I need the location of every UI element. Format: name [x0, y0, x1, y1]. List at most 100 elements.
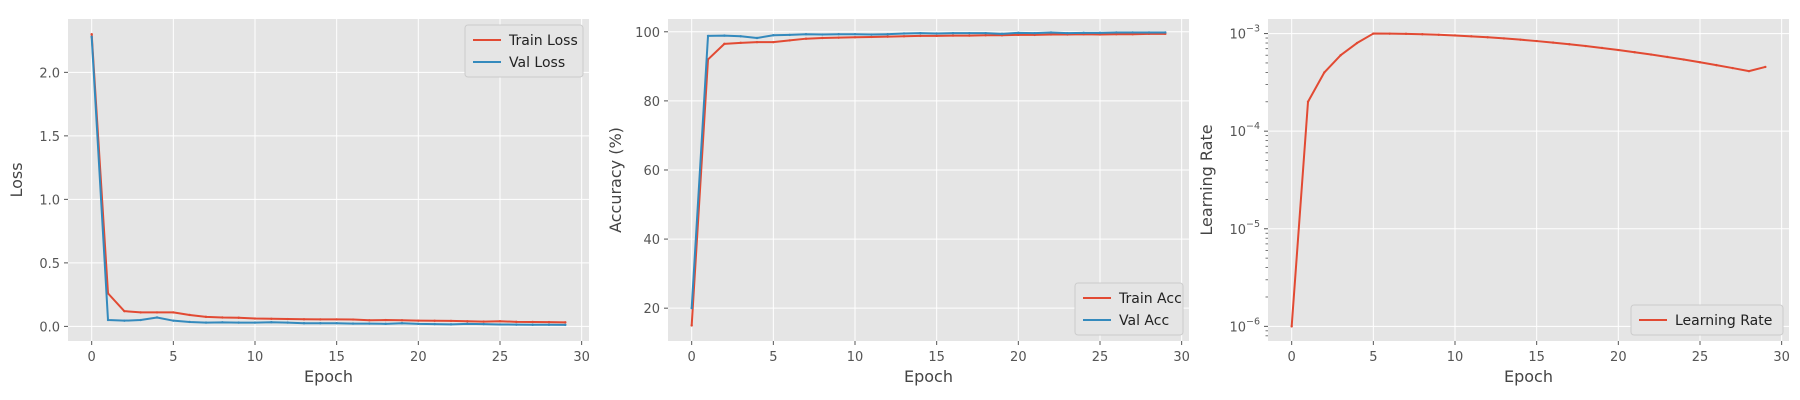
data-point	[466, 320, 469, 323]
data-point	[466, 322, 469, 326]
legend-label: Val Loss	[509, 55, 565, 71]
data-point	[1453, 34, 1457, 37]
data-point	[1388, 32, 1391, 35]
data-point	[1551, 41, 1555, 44]
data-point	[968, 31, 971, 35]
x-tick-label: 20	[410, 350, 427, 365]
x-axis-label: Epoch	[1504, 367, 1553, 386]
data-point	[690, 306, 693, 310]
data-point	[1033, 31, 1036, 35]
data-point	[1082, 31, 1085, 35]
series-val-acc	[690, 31, 1167, 310]
data-point	[1164, 31, 1167, 34]
y-tick-label: 0.0	[39, 320, 60, 335]
data-point	[919, 31, 922, 35]
chart-1: 0 5 10 15 20 25 30 0.0 0.5 1.0 1.5 2.0 Epoch Loss Trai…	[7, 19, 590, 386]
data-point	[902, 35, 906, 38]
y-tick-label: 10−3	[1229, 24, 1260, 43]
chart-2: 0 5 10 15 20 25 30 20 40 60 80 100 Epoch Accuracy (%)…	[606, 19, 1190, 386]
data-point	[1682, 58, 1685, 61]
data-point	[498, 323, 502, 326]
series-line	[1290, 32, 1766, 327]
series-train-acc	[690, 32, 1167, 327]
data-point	[351, 318, 355, 321]
y-tick-label: 10−6	[1229, 316, 1260, 335]
plot-area	[1268, 19, 1789, 341]
data-point	[449, 323, 453, 326]
data-point	[123, 309, 126, 313]
data-point	[433, 319, 436, 323]
data-point	[384, 322, 387, 326]
data-point	[449, 319, 453, 323]
x-tick-label: 20	[1610, 350, 1627, 365]
legend-box	[1630, 304, 1784, 336]
legend-label: Train Loss	[508, 33, 578, 49]
data-point	[951, 34, 955, 37]
legend-label: Learning Rate	[1675, 313, 1772, 329]
data-point	[1747, 69, 1751, 73]
data-point	[335, 318, 338, 321]
series-line	[90, 36, 566, 326]
y-tick-label: 10−4	[1229, 121, 1260, 140]
data-point	[221, 321, 224, 324]
data-point	[1115, 33, 1118, 36]
y-tick-label: 40	[643, 233, 660, 248]
x-tick-label: 0	[688, 350, 696, 365]
data-point	[1017, 31, 1020, 35]
data-point	[1372, 32, 1375, 35]
data-point	[853, 33, 857, 36]
x-tick-label: 5	[769, 350, 777, 365]
data-point	[1355, 41, 1359, 45]
data-point	[172, 319, 175, 322]
data-point	[1290, 325, 1293, 328]
x-tick-label: 0	[1288, 350, 1296, 365]
data-point	[902, 32, 906, 35]
data-point	[1649, 53, 1653, 56]
x-tick-label: 30	[1773, 350, 1790, 365]
data-point	[1033, 33, 1036, 37]
x-tick-label: 25	[492, 350, 509, 365]
x-axis-label: Epoch	[904, 367, 953, 386]
data-point	[706, 34, 710, 38]
data-point	[788, 39, 791, 42]
data-point	[1131, 31, 1134, 34]
data-point	[1715, 63, 1718, 67]
series-train-loss	[90, 33, 567, 324]
data-point	[1617, 48, 1620, 52]
x-tick-label: 25	[1092, 350, 1109, 365]
x-tick-label: 15	[1528, 350, 1545, 365]
data-point	[1339, 54, 1342, 57]
y-tick-label: 0.5	[39, 257, 60, 272]
data-point	[90, 33, 93, 36]
data-point	[1115, 31, 1118, 34]
data-point	[286, 317, 289, 321]
data-point	[204, 321, 208, 324]
data-point	[1470, 35, 1473, 38]
data-point	[935, 34, 938, 38]
data-point	[564, 321, 567, 324]
series-line	[90, 34, 566, 324]
data-point	[886, 33, 889, 36]
data-point	[1698, 61, 1702, 64]
chart-3: 0 5 10 15 20 25 30 10−6 10−5 10−4 10−3 Epoch Learnin…	[1197, 19, 1790, 386]
x-tick-label: 30	[573, 350, 590, 365]
data-point	[968, 34, 971, 37]
data-point	[155, 316, 159, 319]
legend: Train Acc Val Acc	[1074, 282, 1184, 336]
x-tick-label: 5	[169, 350, 177, 365]
legend: Train Loss Val Loss	[464, 24, 584, 78]
data-point	[1404, 32, 1408, 36]
data-point	[417, 322, 420, 326]
data-point	[498, 320, 502, 323]
x-tick-label: 10	[247, 350, 264, 365]
data-point	[1049, 33, 1053, 36]
data-point	[400, 319, 404, 322]
legend-label: Val Acc	[1119, 313, 1169, 329]
data-point	[547, 320, 551, 324]
data-point	[837, 33, 840, 36]
data-point	[302, 318, 306, 321]
data-point	[302, 322, 306, 325]
data-point	[482, 320, 485, 323]
data-point	[253, 321, 257, 324]
